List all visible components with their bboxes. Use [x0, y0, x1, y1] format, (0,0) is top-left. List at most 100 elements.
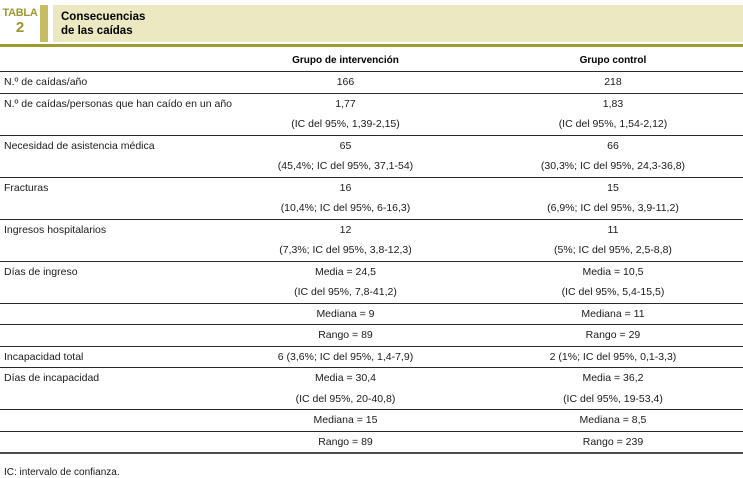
table-row: Rango = 89 Rango = 29 [0, 324, 743, 347]
cell-value: Media = 10,5 [582, 265, 644, 278]
control-cell: 2 (1%; IC del 95%, 0,1-3,3) [482, 346, 743, 368]
row-label: Fracturas [4, 181, 49, 194]
cell-value: 65 [339, 139, 352, 152]
header-rule [0, 44, 743, 47]
cell-value: Mediana = 15 [313, 414, 378, 426]
row-label-cell: Días de incapacidad [0, 367, 209, 410]
table-row: N.º de caídas/personas que han caído en … [0, 93, 743, 136]
table-row: Mediana = 9 Mediana = 11 [0, 303, 743, 325]
control-cell: Media = 36,2 (IC del 95%, 19-53,4) [482, 367, 743, 410]
cell-value: (30,3%; IC del 95%, 24,3-36,8) [540, 160, 686, 172]
intervention-cell: Media = 30,4 (IC del 95%, 20-40,8) [208, 367, 483, 410]
control-group-header: Grupo control [482, 49, 743, 72]
cell-value: (5%; IC del 95%, 2,5-8,8) [554, 244, 672, 256]
row-label-cell: Ingresos hospitalarios [0, 219, 209, 262]
intervention-cell: 12 (7,3%; IC del 95%, 3,8-12,3) [208, 219, 483, 262]
intervention-group-header: Grupo de intervención [208, 49, 483, 72]
cell-value: Rango = 29 [585, 329, 641, 341]
row-label: N.º de caídas/personas que han caído en … [4, 97, 233, 110]
cell-value: Mediana = 11 [581, 307, 645, 320]
row-label: Días de incapacidad [4, 372, 100, 384]
row-label-cell: N.º de caídas/personas que han caído en … [0, 93, 233, 136]
cell-value: Rango = 89 [318, 329, 373, 341]
band-gap [48, 5, 53, 42]
cell-value: (10,4%; IC del 95%, 6-16,3) [280, 202, 411, 214]
cell-value: Rango = 89 [318, 435, 373, 448]
cell-value: (IC del 95%, 19-53,4) [563, 392, 663, 405]
table-row: Rango = 89 Rango = 239 [0, 431, 743, 454]
row-label-cell [0, 324, 209, 347]
row-label [4, 432, 208, 453]
row-label-cell [0, 431, 209, 454]
table-badge-number: 2 [15, 19, 25, 36]
row-label: Necesidad de asistencia médica [4, 139, 155, 152]
intervention-cell: 1,77 (IC del 95%, 1,39-2,15) [208, 93, 483, 136]
cell-value: Media = 30,4 [314, 372, 376, 384]
empty-header [0, 49, 209, 72]
table-row: Ingresos hospitalarios 12 (7,3%; IC del 9… [0, 219, 743, 262]
cell-value: 166 [336, 76, 355, 88]
table-row: Incapacidad total 6 (3,6%; IC del 95%, 1… [0, 346, 743, 368]
cell-value: Media = 24,5 [314, 265, 376, 278]
cell-value: 218 [604, 76, 622, 88]
figure-title-line2: de las caídas [61, 24, 133, 37]
row-label-cell: N.º de caídas/año [0, 71, 209, 94]
table-row: Días de incapacidad Media = 30,4 (IC del … [0, 367, 743, 410]
cell-value: (IC del 95%, 1,54-2,12) [558, 118, 668, 130]
control-cell: Mediana = 11 [482, 303, 743, 325]
intervention-cell: Mediana = 9 [208, 303, 483, 325]
row-label: Incapacidad total [4, 350, 84, 363]
cell-value: 66 [607, 139, 619, 152]
cell-value: (6,9%; IC del 95%, 3,9-11,2) [547, 202, 679, 214]
intervention-cell: Mediana = 15 [208, 409, 483, 432]
cell-value: Mediana = 8,5 [579, 414, 647, 426]
control-cell: Media = 10,5 (IC del 95%, 5,4-15,5) [482, 261, 743, 304]
table-row: Mediana = 15 Mediana = 8,5 [0, 409, 743, 432]
table-badge-label: TABLA [2, 7, 38, 19]
row-label-cell [0, 409, 209, 432]
control-cell: 1,83 (IC del 95%, 1,54-2,12) [482, 93, 743, 136]
intervention-cell: Rango = 89 [208, 431, 483, 454]
intervention-cell: 16 (10,4%; IC del 95%, 6-16,3) [208, 177, 483, 220]
control-cell: 218 [482, 71, 743, 94]
row-label [4, 410, 208, 431]
row-label-cell: Fracturas [0, 177, 209, 220]
cell-value: 1,83 [602, 97, 624, 110]
row-label [4, 325, 208, 346]
cell-value: 1,77 [335, 97, 356, 110]
control-cell: 15 (6,9%; IC del 95%, 3,9-11,2) [482, 177, 743, 220]
cell-value: (IC del 95%, 7,8-41,2) [294, 286, 397, 298]
cell-value: (7,3%; IC del 95%, 3,8-12,3) [279, 244, 412, 256]
row-label: Días de ingreso [4, 265, 78, 278]
row-label [4, 304, 208, 325]
row-label-cell: Incapacidad total [0, 346, 209, 368]
consequences-table: Grupo de intervención Grupo control N.º … [0, 49, 743, 454]
cell-value: 6 (3,6%; IC del 95%, 1,4-7,9) [277, 350, 414, 363]
table-badge: TABLA 2 [0, 5, 40, 42]
row-label-cell: Días de ingreso [0, 261, 209, 304]
cell-value: 11 [607, 223, 619, 236]
control-cell: Rango = 29 [482, 324, 743, 347]
cell-value: Media = 36,2 [582, 372, 644, 384]
table-row: Fracturas 16 (10,4%; IC del 95%, 6-16,3) … [0, 177, 743, 220]
intervention-cell: Media = 24,5 (IC del 95%, 7,8-41,2) [208, 261, 483, 304]
khaki-divider-bar [40, 5, 48, 42]
row-label: N.º de caídas/año [4, 76, 88, 88]
row-label-cell [0, 303, 209, 325]
cell-value: 2 (1%; IC del 95%, 0,1-3,3) [549, 350, 677, 363]
table-row: N.º de caídas/año 166 218 [0, 71, 743, 94]
cell-value: 16 [339, 181, 352, 194]
footnote: IC: intervalo de confianza. [4, 467, 120, 478]
cell-value: 12 [339, 223, 352, 236]
intervention-cell: 65 (45,4%; IC del 95%, 37,1-54) [208, 135, 483, 178]
table-body: N.º de caídas/año 166 218 N.º de caídas/… [0, 71, 743, 454]
table-row: Días de ingreso Media = 24,5 (IC del 95%,… [0, 261, 743, 304]
intervention-cell: 166 [208, 71, 483, 94]
cell-value: Rango = 239 [582, 435, 644, 448]
column-header-row: Grupo de intervención Grupo control [0, 49, 743, 72]
cell-value: (IC del 95%, 5,4-15,5) [561, 286, 665, 298]
intervention-cell: Rango = 89 [208, 324, 483, 347]
cell-value: (IC del 95%, 1,39-2,15) [291, 118, 400, 130]
intervention-cell: 6 (3,6%; IC del 95%, 1,4-7,9) [208, 346, 483, 368]
cell-value: Mediana = 9 [316, 307, 375, 320]
